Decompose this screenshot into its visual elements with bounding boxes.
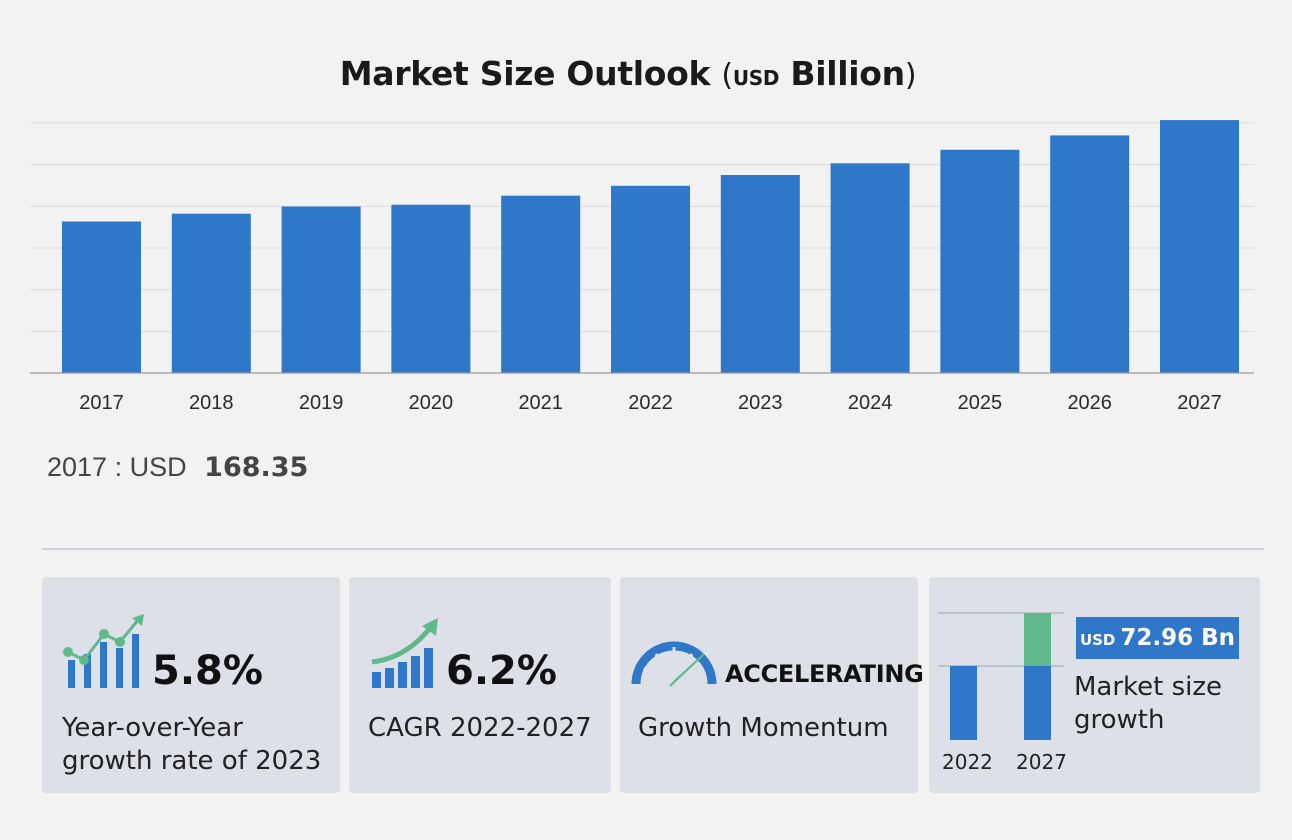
growth-label: Market size growth (1074, 671, 1222, 737)
x-tick-label: 2017 (79, 392, 124, 414)
mini-year-end: 2027 (1016, 750, 1067, 774)
x-tick-label: 2022 (628, 392, 673, 414)
yoy-value: 5.8% (152, 648, 263, 694)
growth-chart-icon (63, 614, 144, 688)
badge-currency: USD (1079, 631, 1116, 649)
bar-2027 (1160, 120, 1239, 373)
first-year-value: 2017 : USD 168.35 (47, 452, 308, 483)
section-divider (42, 548, 1264, 550)
title-main: Market Size Outlook (339, 54, 711, 93)
x-tick-label: 2023 (738, 392, 783, 414)
cagr-label: CAGR 2022-2027 (368, 713, 592, 743)
x-tick-label: 2025 (958, 392, 1003, 414)
badge-value: 72.96 Bn (1120, 625, 1236, 651)
mini-bar-growth (1024, 613, 1051, 666)
yoy-card (42, 577, 340, 793)
yoy-label: Year-over-Year growth rate of 2023 (62, 712, 321, 778)
mini-bar-2022 (950, 666, 977, 740)
momentum-value: ACCELERATING (725, 660, 924, 688)
bar-2021 (501, 195, 581, 373)
bar-chart: 2017 2018 2019 2020 2021 2022 2023 2024 2025 2026… (30, 120, 1254, 414)
x-tick-label: 2021 (518, 392, 563, 414)
mini-year-start: 2022 (942, 750, 993, 774)
growth-badge: USD 72.96 Bn (1076, 617, 1239, 659)
title-currency: USD (732, 66, 780, 90)
growth-label-line1: Market size (1074, 672, 1223, 702)
title-unit: Billion (790, 54, 905, 93)
yoy-label-line2: growth rate of 2023 (62, 746, 322, 776)
bar-2022 (611, 185, 690, 373)
first-value-number: 168.35 (204, 452, 309, 483)
x-tick-label: 2019 (299, 392, 344, 414)
bar-2020 (391, 204, 471, 373)
x-tick-label: 2024 (848, 392, 893, 414)
chart-title: Market Size Outlook (USD Billion) (0, 54, 1256, 93)
speedometer-icon (631, 641, 717, 687)
first-separator: : (114, 452, 123, 482)
first-currency: USD (129, 452, 187, 482)
x-tick-label: 2020 (409, 392, 454, 414)
title-paren-close: ) (904, 58, 917, 93)
first-year: 2017 (47, 452, 108, 482)
momentum-label: Growth Momentum (638, 713, 889, 743)
mini-bar-2027 (1024, 666, 1051, 740)
title-paren-open: ( (721, 58, 733, 93)
x-tick-label: 2027 (1177, 392, 1222, 414)
bar-2017 (62, 221, 141, 373)
yoy-label-line1: Year-over-Year (62, 713, 243, 743)
mini-growth-chart (938, 612, 1064, 740)
bar-2024 (830, 163, 910, 373)
x-tick-label: 2018 (189, 392, 234, 414)
bar-2025 (940, 149, 1020, 373)
x-tick-label: 2026 (1067, 392, 1112, 414)
bar-2026 (1050, 135, 1130, 373)
bar-2019 (281, 206, 361, 373)
bar-2023 (720, 175, 800, 373)
bar-2018 (171, 213, 251, 373)
cagr-bars-icon (371, 618, 438, 688)
growth-label-line2: growth (1074, 705, 1165, 735)
cagr-value: 6.2% (446, 648, 557, 694)
